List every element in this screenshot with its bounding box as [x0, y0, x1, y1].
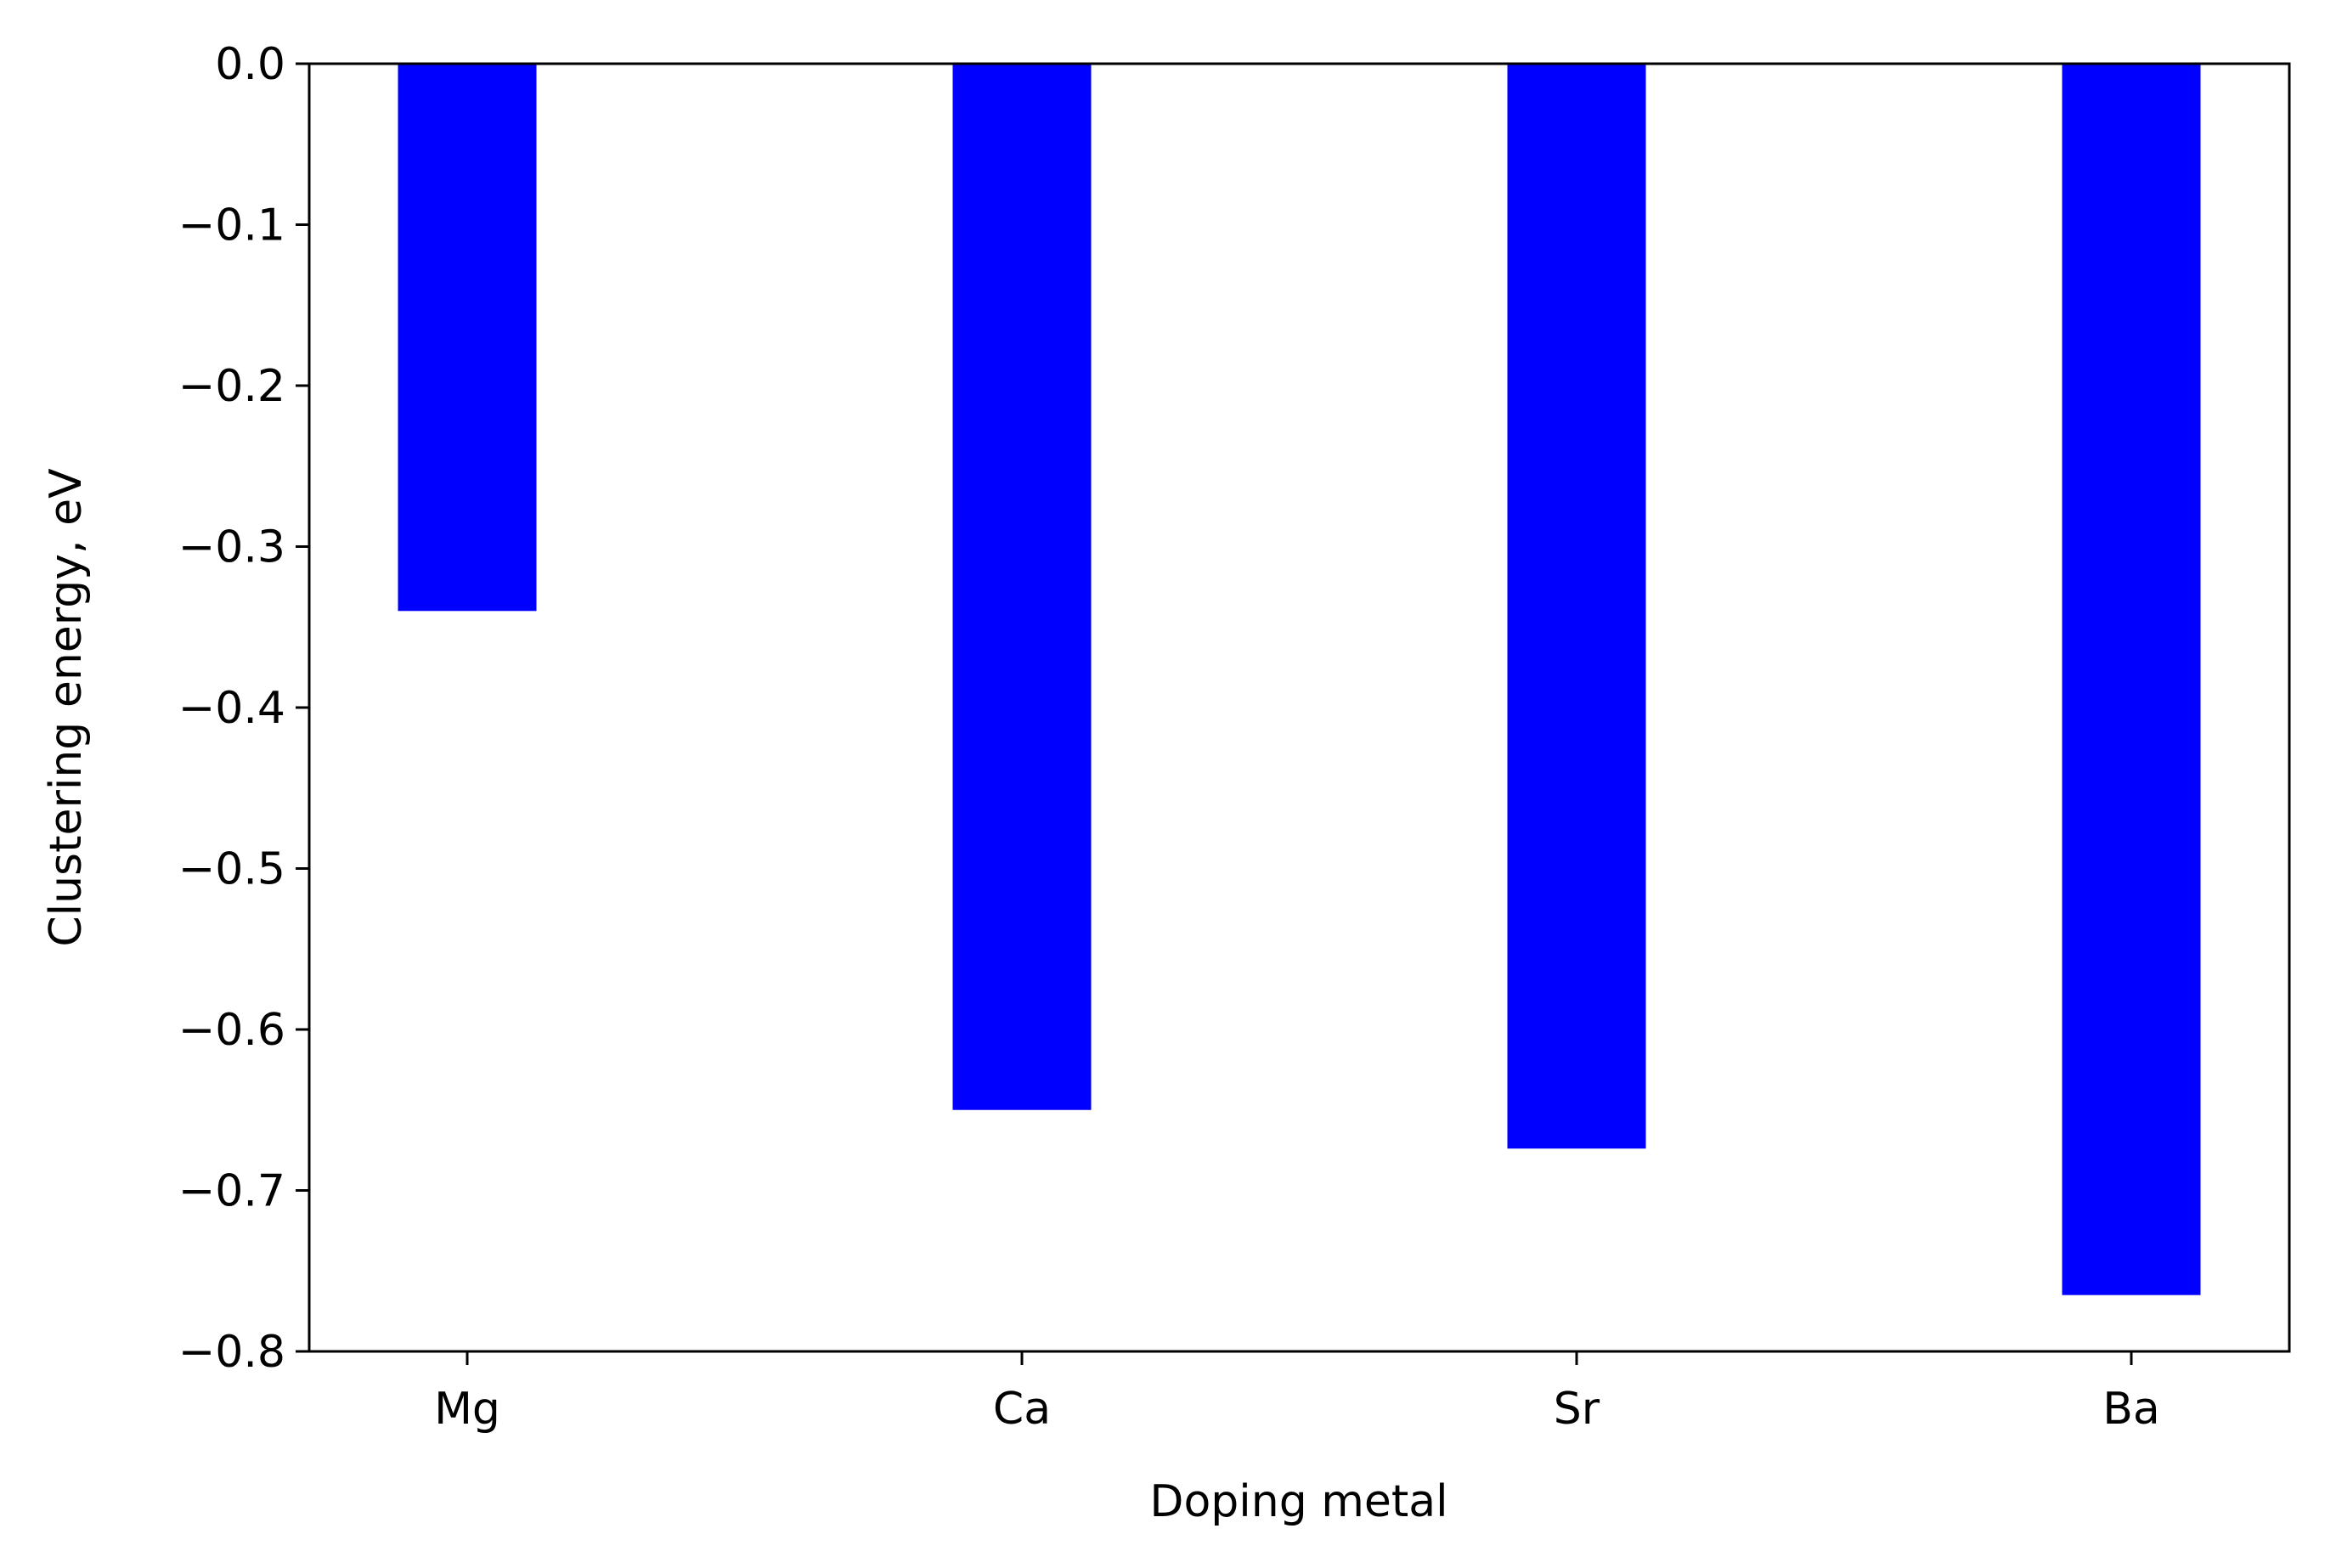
bar-sr [1507, 64, 1646, 1149]
x-axis-ticks: Mg Ca Sr Ba [434, 1351, 2160, 1435]
x-tick-label: Mg [434, 1384, 500, 1435]
bars-layer [398, 64, 2201, 1295]
y-tick-label: −0.1 [178, 200, 285, 251]
x-tick-label: Ca [993, 1384, 1051, 1435]
y-tick-label: −0.8 [178, 1327, 285, 1378]
y-axis-label: Clustering energy, eV [41, 468, 92, 947]
y-tick-label: −0.3 [178, 522, 285, 573]
y-tick-label: 0.0 [215, 39, 285, 90]
x-tick-label: Sr [1554, 1384, 1600, 1435]
bar-mg [398, 64, 537, 612]
bar-ca [952, 64, 1092, 1110]
plot-frame [308, 62, 2291, 1353]
y-axis-ticks: 0.0 −0.1 −0.2 −0.3 −0.4 −0.5 −0.6 −0.7 −0.8 [178, 39, 309, 1378]
y-tick-label: −0.5 [178, 844, 285, 895]
y-tick-label: −0.4 [178, 683, 285, 734]
y-tick-label: −0.2 [178, 361, 285, 412]
y-tick-label: −0.7 [178, 1166, 285, 1217]
y-tick-label: −0.6 [178, 1005, 285, 1056]
x-axis-label: Doping metal [1149, 1476, 1447, 1527]
x-tick-label: Ba [2102, 1384, 2160, 1435]
bar-ba [2062, 64, 2201, 1295]
